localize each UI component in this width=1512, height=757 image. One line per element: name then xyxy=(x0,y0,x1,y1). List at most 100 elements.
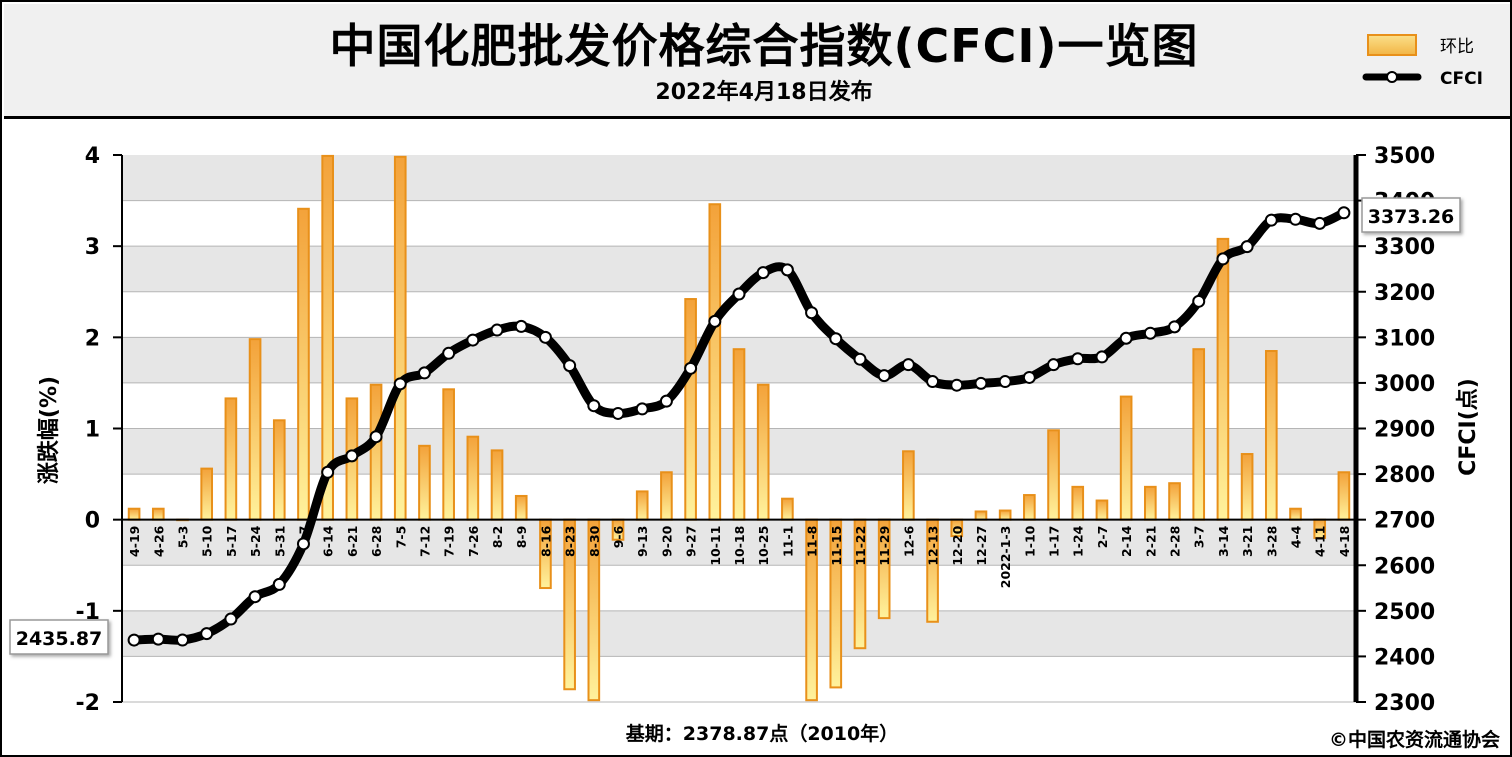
cfci-point-5-10 xyxy=(200,627,214,641)
x-tick-label: 9-20 xyxy=(659,525,674,557)
bar-7-5 xyxy=(393,155,407,521)
cfci-point-6-14 xyxy=(321,465,335,479)
start-value-label: 2435.87 xyxy=(16,628,103,650)
start-value-box xyxy=(9,619,109,655)
x-tick-label: 10-25 xyxy=(756,526,771,566)
cfci-point-3-28 xyxy=(1264,213,1278,227)
cfci-point-11-22 xyxy=(853,352,867,366)
cfci-point-6-7 xyxy=(296,537,310,551)
x-tick-label: 8-2 xyxy=(490,526,505,549)
right-tick-label: 2400 xyxy=(1374,645,1435,670)
left-tick-label: 1 xyxy=(85,418,100,443)
bar-12-27 xyxy=(974,510,988,521)
bar-2-21 xyxy=(1144,485,1157,521)
bar-10-25 xyxy=(756,383,770,521)
bar-9-20 xyxy=(660,471,673,521)
cfci-point-5-17 xyxy=(224,612,238,626)
end-value-label: 3373.26 xyxy=(1368,206,1455,228)
chart-title: 中国化肥批发价格综合指数(CFCI)一览图 xyxy=(329,19,1199,73)
cfci-point-7-19 xyxy=(442,346,456,360)
cfci-point-4-11 xyxy=(1313,216,1327,230)
bar-2-28 xyxy=(1168,482,1181,521)
cfci-point-8-9 xyxy=(514,319,528,333)
legend-bar-label: 环比 xyxy=(1440,37,1474,57)
x-tick-label: 3-21 xyxy=(1240,526,1255,557)
cfci-point-10-11 xyxy=(708,314,722,328)
cfci-point-7-12 xyxy=(417,366,431,380)
bar-5-24 xyxy=(248,338,262,521)
cfci-point-2-7 xyxy=(1095,350,1109,364)
x-tick-label: 5-3 xyxy=(175,526,190,549)
left-tick-label: 2 xyxy=(85,326,100,351)
cfci-point-6-21 xyxy=(345,449,359,463)
end-value-box xyxy=(1361,197,1461,233)
left-tick-label: 3 xyxy=(85,235,100,260)
copyright-note: ©中国农资流通协会 xyxy=(1329,728,1500,751)
x-tick-label: 2-28 xyxy=(1168,526,1183,557)
bar-8-2 xyxy=(490,449,504,521)
cfci-point-12-20 xyxy=(950,378,964,392)
x-tick-label: 12-27 xyxy=(974,526,989,566)
bar-7-19 xyxy=(442,388,455,521)
cfci-point-8-16 xyxy=(538,330,552,344)
line-series xyxy=(127,206,1351,647)
cfci-point-4-26 xyxy=(151,632,165,646)
legend-bar-swatch xyxy=(1367,34,1417,56)
grid-band xyxy=(122,155,1356,201)
x-tick-label: 9-27 xyxy=(684,526,699,557)
cfci-point-9-20 xyxy=(659,394,673,408)
bar-4-18 xyxy=(1337,471,1351,521)
cfci-point-8-30 xyxy=(587,399,601,413)
x-tick-label: 4-19 xyxy=(127,526,142,557)
x-tick-label: 4-18 xyxy=(1337,526,1352,557)
left-tick-label: 0 xyxy=(85,509,100,534)
x-tick-label: 7-5 xyxy=(393,526,408,549)
x-tick-label: 8-23 xyxy=(563,526,578,557)
x-tick-label: 9-13 xyxy=(635,526,650,557)
cfci-point-5-24 xyxy=(248,590,262,604)
right-tick-label: 3200 xyxy=(1374,281,1435,306)
x-tick-label: 11-22 xyxy=(853,526,868,566)
legend-line-label: CFCI xyxy=(1440,69,1483,89)
x-tick-label: 2-14 xyxy=(1119,525,1134,557)
cfci-point-9-6 xyxy=(611,406,625,420)
bar-9-27 xyxy=(684,298,697,521)
x-tick-label: 11-8 xyxy=(805,526,820,557)
x-tick-label: 7-12 xyxy=(417,526,432,557)
left-tick-label: -2 xyxy=(76,691,100,716)
cfci-point-5-3 xyxy=(175,633,189,647)
base-period-note: 基期：2378.87点（2010年） xyxy=(625,722,898,745)
left-axis-label: 涨跌幅(%) xyxy=(37,376,62,484)
cfci-point-2-28 xyxy=(1168,320,1182,334)
x-tick-label: 4-11 xyxy=(1313,526,1328,557)
cfci-point-12-13 xyxy=(926,375,940,389)
x-tick-label: 1-24 xyxy=(1071,525,1086,557)
bar-11-1 xyxy=(781,497,794,521)
bar-4-19 xyxy=(127,507,141,521)
cfci-point-1-10 xyxy=(1022,370,1036,384)
bar-4-26 xyxy=(151,507,165,521)
cfci-point-8-2 xyxy=(490,323,504,337)
x-tick-label: 5-31 xyxy=(272,526,287,557)
cfci-point-6-28 xyxy=(369,430,383,444)
x-tick-label: 2-7 xyxy=(1095,526,1110,549)
cfci-point-5-31 xyxy=(272,577,286,591)
bar-10-18 xyxy=(732,348,746,521)
x-tick-label: 4-26 xyxy=(151,525,166,557)
x-tick-label: 7-19 xyxy=(442,526,457,557)
x-tick-label: 3-7 xyxy=(1192,526,1207,549)
cfci-point-1-24 xyxy=(1071,352,1085,366)
bar-3-14 xyxy=(1216,237,1230,521)
header-band: 中国化肥批发价格综合指数(CFCI)一览图 2022年4月18日发布 xyxy=(4,4,1510,119)
bar-12-6 xyxy=(902,450,915,521)
x-tick-label: 3-28 xyxy=(1264,526,1279,557)
cfci-point-4-18 xyxy=(1337,206,1351,220)
cfci-point-3-7 xyxy=(1192,294,1206,308)
bar-1-10 xyxy=(1023,494,1036,521)
cfci-point-9-27 xyxy=(684,361,698,375)
start-value-callout: 2435.87 xyxy=(9,619,109,655)
bar-9-13 xyxy=(635,490,649,521)
right-tick-label: 2300 xyxy=(1374,691,1435,716)
cfci-point-11-15 xyxy=(829,332,843,346)
